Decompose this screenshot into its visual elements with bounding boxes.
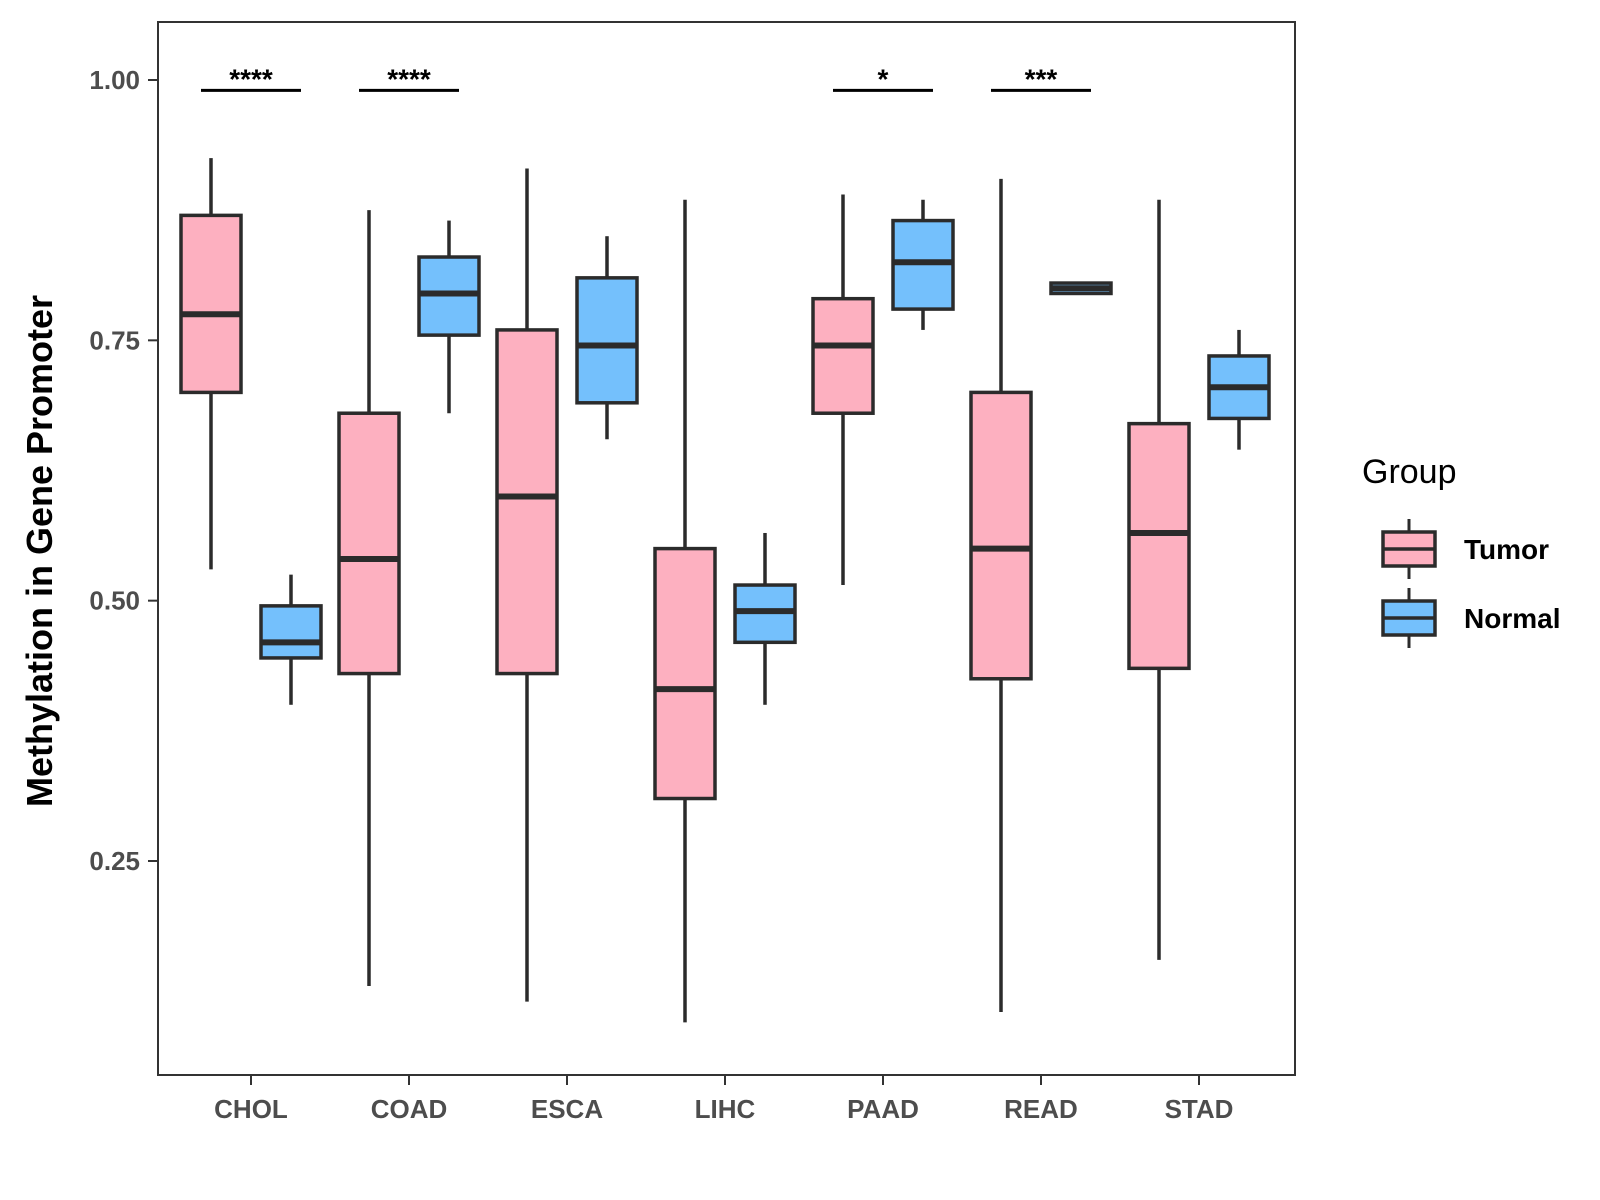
box-tumor-paad: [811, 194, 875, 586]
y-tick-label: 0.50: [89, 586, 140, 616]
legend-title: Group: [1362, 453, 1457, 491]
y-tick-label: 0.75: [89, 325, 140, 355]
y-axis-title: Methylation in Gene Promoter: [19, 295, 60, 807]
box-normal-stad: [1207, 329, 1271, 450]
plot-panel: [157, 21, 1296, 1076]
x-tick-label: LIHC: [695, 1094, 756, 1124]
legend-item-normal: Normal: [1381, 588, 1560, 648]
box-normal-read: [1049, 281, 1113, 296]
box-normal-esca: [575, 236, 639, 440]
box-iqr: [811, 296, 875, 415]
significance-label: *: [878, 63, 889, 94]
significance-paad: *: [833, 63, 933, 94]
x-tick-label: READ: [1004, 1094, 1078, 1124]
y-tick-label: 0.25: [89, 846, 140, 876]
box-iqr: [495, 328, 559, 676]
legend: Group Tumor Normal: [1362, 453, 1560, 648]
box-iqr: [969, 390, 1033, 681]
x-tick-label: STAD: [1165, 1094, 1234, 1124]
box-normal-paad: [891, 199, 955, 330]
significance-coad: ****: [359, 63, 459, 94]
significance-label: ****: [229, 63, 273, 94]
x-tick-label: COAD: [371, 1094, 448, 1124]
significance-label: ***: [1025, 63, 1058, 94]
x-tick-label: ESCA: [531, 1094, 603, 1124]
box-tumor-chol: [179, 158, 243, 570]
box-tumor-lihc: [653, 199, 717, 1023]
significance-read: ***: [991, 63, 1091, 94]
x-tick-label: CHOL: [214, 1094, 288, 1124]
y-tick-label: 1.00: [89, 65, 140, 95]
box-iqr: [575, 276, 639, 405]
significance-annotations: **** **** * ***: [201, 63, 1091, 94]
box-layer: [179, 158, 1271, 1023]
box-iqr: [1127, 421, 1191, 671]
y-axis: 0.25 0.50 0.75 1.00: [89, 65, 158, 876]
box-tumor-read: [969, 178, 1033, 1012]
significance-chol: ****: [201, 63, 301, 94]
legend-item-tumor: Tumor: [1381, 519, 1549, 579]
box-iqr: [337, 411, 401, 676]
box-normal-chol: [259, 574, 323, 705]
box-iqr: [179, 213, 243, 395]
legend-label-tumor: Tumor: [1464, 534, 1549, 565]
box-tumor-esca: [495, 168, 559, 1002]
x-tick-label: PAAD: [847, 1094, 919, 1124]
box-iqr: [653, 546, 717, 801]
box-tumor-coad: [337, 210, 401, 986]
box-iqr: [259, 604, 323, 660]
box-normal-coad: [417, 220, 481, 414]
legend-label-normal: Normal: [1464, 603, 1560, 634]
significance-label: ****: [387, 63, 431, 94]
box-normal-lihc: [733, 532, 797, 705]
box-tumor-stad: [1127, 199, 1191, 960]
x-axis: CHOL COAD ESCA LIHC PAAD READ STAD: [214, 1075, 1233, 1124]
